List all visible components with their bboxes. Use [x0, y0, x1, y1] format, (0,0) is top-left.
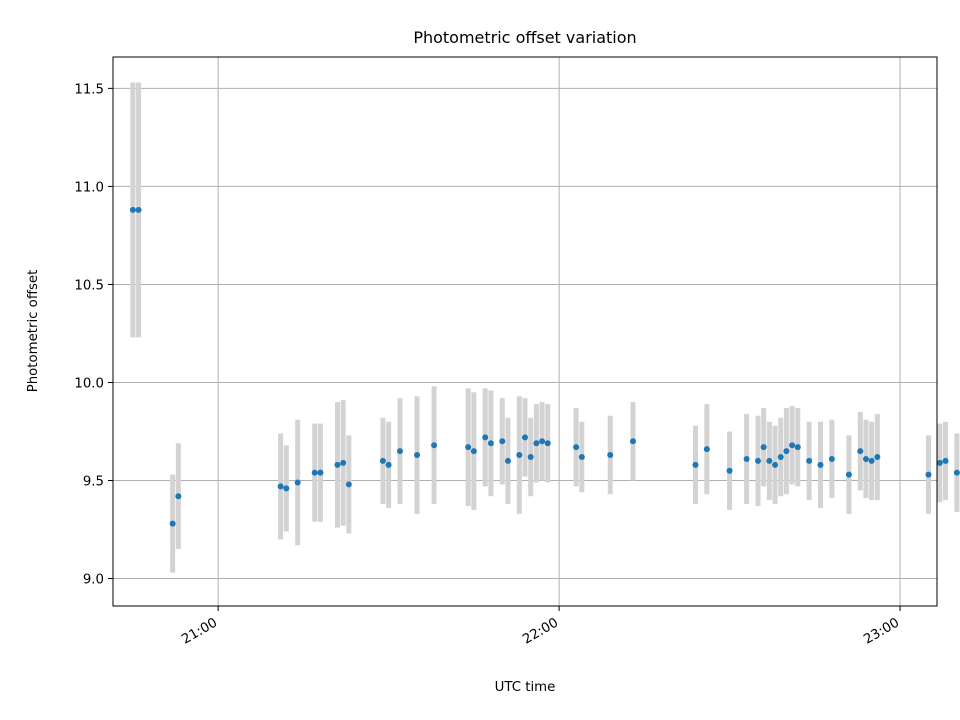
- y-tick-label: 10.5: [74, 278, 104, 293]
- data-point: [766, 457, 773, 464]
- data-point: [379, 457, 386, 464]
- data-point: [385, 461, 392, 468]
- data-point: [760, 444, 767, 451]
- data-point: [607, 452, 614, 459]
- data-point: [317, 469, 324, 476]
- data-point: [129, 206, 136, 213]
- data-point: [414, 452, 421, 459]
- data-point: [936, 459, 943, 466]
- data-point: [465, 444, 472, 451]
- data-point: [789, 442, 796, 449]
- data-point: [703, 446, 710, 453]
- data-point: [533, 440, 540, 447]
- data-point: [783, 448, 790, 455]
- data-point: [857, 448, 864, 455]
- data-point: [868, 457, 875, 464]
- data-point: [953, 469, 960, 476]
- data-point: [396, 448, 403, 455]
- data-points: [129, 206, 960, 527]
- y-tick-label: 11.5: [74, 82, 104, 97]
- data-point: [135, 206, 142, 213]
- data-point: [283, 485, 290, 492]
- data-point: [539, 438, 546, 445]
- y-tick-label: 9.0: [83, 573, 104, 588]
- y-axis-ticks: 9.0 9.5 10.0 10.5 11.0 11.5: [74, 82, 113, 588]
- data-point: [692, 461, 699, 468]
- data-point: [169, 520, 176, 527]
- data-point: [340, 459, 347, 466]
- data-point: [573, 444, 580, 451]
- data-point: [629, 438, 636, 445]
- data-point: [431, 442, 438, 449]
- data-point: [743, 455, 750, 462]
- data-point: [544, 440, 551, 447]
- data-point: [277, 483, 284, 490]
- data-point: [516, 452, 523, 459]
- data-point: [499, 438, 506, 445]
- data-point: [175, 493, 182, 500]
- data-point: [487, 440, 494, 447]
- data-point: [311, 469, 318, 476]
- data-point: [522, 434, 528, 441]
- data-point: [862, 455, 869, 462]
- data-point: [294, 479, 301, 486]
- x-axis-label: UTC time: [495, 680, 556, 695]
- data-point: [527, 453, 534, 460]
- data-point: [470, 448, 477, 455]
- data-point: [874, 453, 881, 460]
- y-tick-label: 9.5: [83, 475, 104, 490]
- data-point: [817, 461, 824, 468]
- data-point: [482, 434, 489, 441]
- data-point: [726, 467, 733, 474]
- data-point: [925, 471, 932, 478]
- data-point: [754, 457, 761, 464]
- y-tick-label: 11.0: [74, 180, 104, 195]
- data-point: [845, 471, 852, 478]
- chart-title: Photometric offset variation: [413, 28, 636, 47]
- data-point: [828, 455, 835, 462]
- y-tick-label: 10.0: [74, 376, 104, 391]
- y-axis-label: Photometric offset: [26, 270, 41, 393]
- data-point: [504, 457, 511, 464]
- data-point: [334, 461, 341, 468]
- data-point: [772, 461, 779, 468]
- data-point: [578, 453, 585, 460]
- data-point: [777, 453, 784, 460]
- data-point: [942, 457, 949, 464]
- data-point: [794, 444, 801, 451]
- plot-frame: [112, 56, 938, 607]
- data-point: [345, 481, 352, 488]
- data-point: [806, 457, 813, 464]
- grid-lines: [113, 57, 937, 606]
